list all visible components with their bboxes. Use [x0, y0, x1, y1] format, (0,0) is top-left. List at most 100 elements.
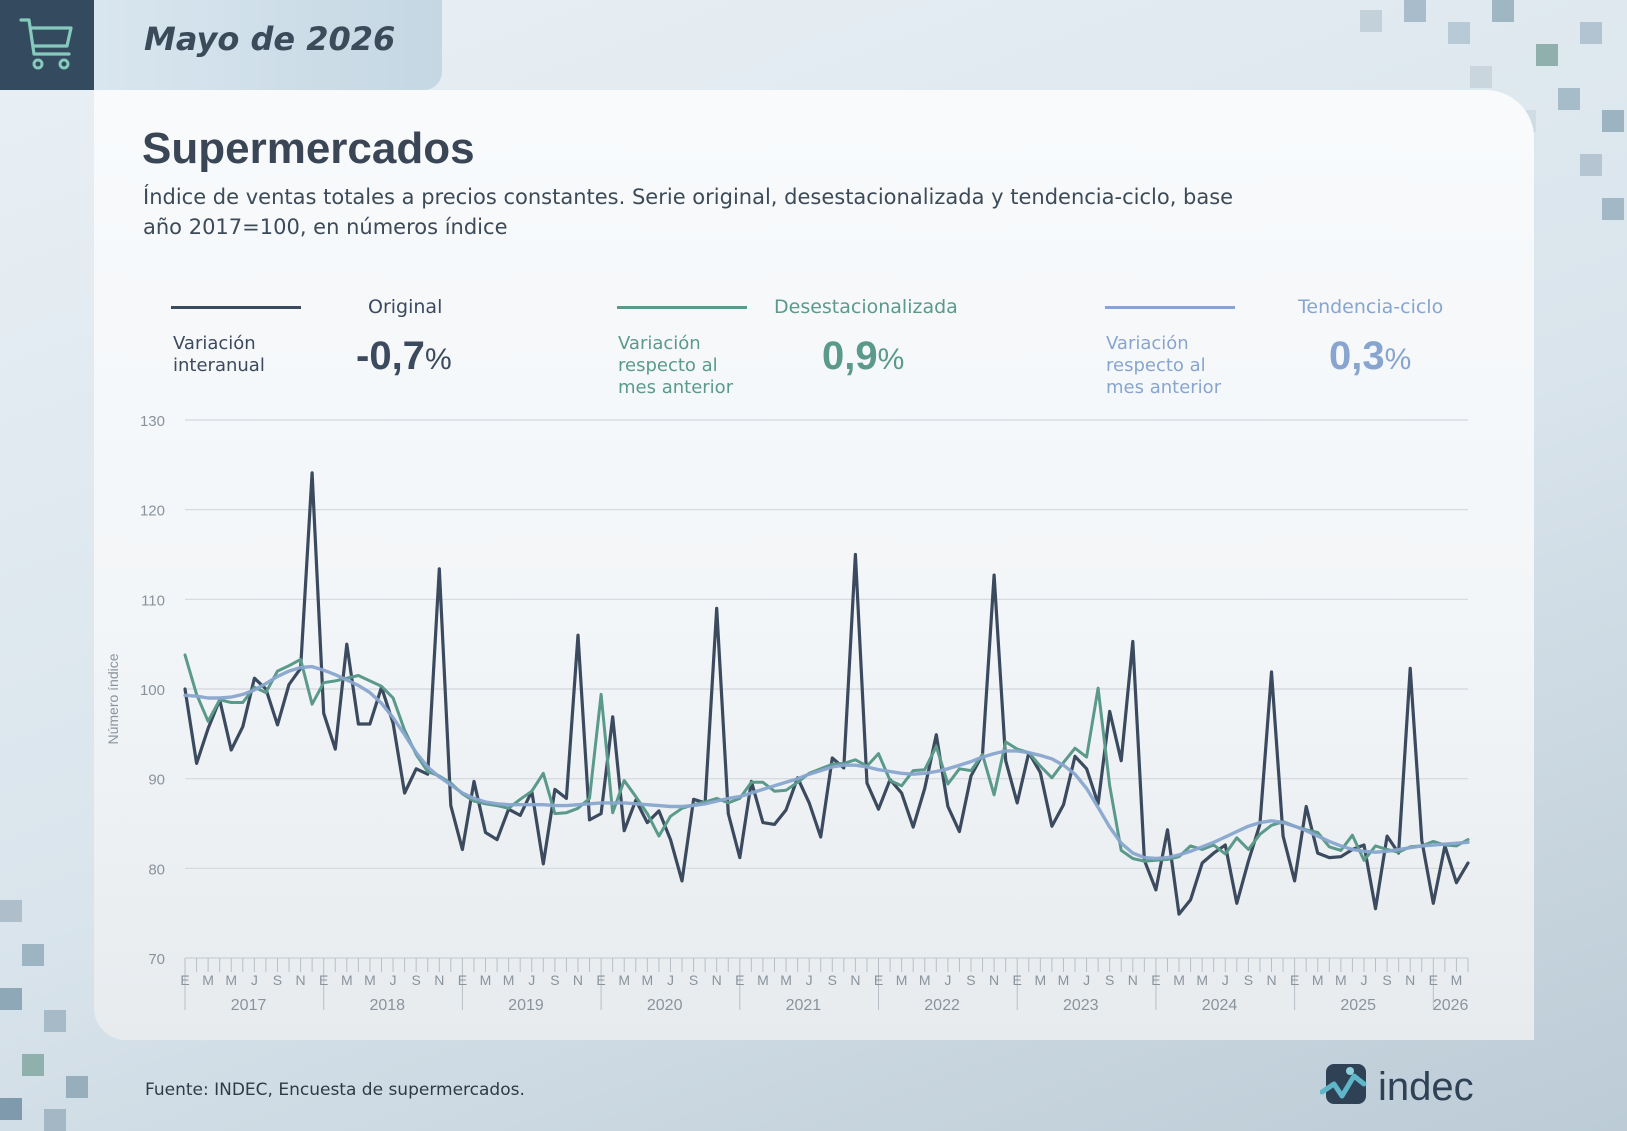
legend-name-trend: Tendencia-ciclo [1298, 296, 1444, 318]
x-month-label: M [1034, 972, 1046, 988]
x-month-label: M [202, 972, 214, 988]
x-month-label: J [667, 972, 674, 988]
pixel-mosaic-bottom-left [0, 880, 120, 1131]
x-year-label-2023: 2023 [1063, 997, 1099, 1014]
indec-logo-icon [1319, 1062, 1370, 1112]
x-month-label: N [434, 972, 444, 988]
x-month-label: N [1405, 972, 1415, 988]
x-month-label: E [1151, 972, 1160, 988]
y-tick-label-130: 130 [140, 413, 165, 430]
y-tick-label-80: 80 [148, 861, 165, 878]
indec-logo: indec [1319, 1062, 1474, 1112]
x-month-label: M [1173, 972, 1185, 988]
x-month-label: M [896, 972, 908, 988]
x-month-label: M [225, 972, 237, 988]
legend-value-original: -0,7% [356, 334, 452, 378]
x-month-label: J [1360, 972, 1367, 988]
x-month-label: M [1196, 972, 1208, 988]
x-month-label: J [1083, 972, 1090, 988]
x-month-label: N [850, 972, 860, 988]
x-year-label-2025: 2025 [1340, 997, 1376, 1014]
x-month-label: E [735, 972, 744, 988]
legend-value-trend: 0,3% [1329, 334, 1412, 378]
legend-line-sa [617, 306, 747, 309]
x-month-label: E [180, 972, 189, 988]
y-tick-label-110: 110 [141, 592, 165, 609]
x-month-label: N [296, 972, 306, 988]
x-month-label: J [390, 972, 397, 988]
x-month-label: M [1451, 972, 1463, 988]
legend-line-original [171, 306, 301, 309]
chart-title: Supermercados [142, 124, 475, 173]
series-line-original [183, 471, 1470, 916]
x-month-label: N [712, 972, 722, 988]
x-year-label-2018: 2018 [369, 997, 405, 1014]
x-year-label-2019: 2019 [508, 997, 544, 1014]
x-month-label: J [528, 972, 535, 988]
x-month-label: E [1290, 972, 1299, 988]
x-month-label: M [1312, 972, 1324, 988]
x-month-label: E [596, 972, 605, 988]
legend-name-original: Original [368, 296, 443, 318]
shopping-cart-icon [17, 14, 77, 76]
x-month-label: M [780, 972, 792, 988]
x-month-label: E [874, 972, 883, 988]
y-tick-label-100: 100 [140, 682, 165, 699]
x-month-label: N [989, 972, 999, 988]
x-month-label: M [341, 972, 353, 988]
x-month-label: E [458, 972, 467, 988]
x-month-label: N [1266, 972, 1276, 988]
period-label: Mayo de 2026 [144, 20, 396, 58]
x-month-label: M [503, 972, 515, 988]
period-tab: Mayo de 2026 [94, 0, 442, 90]
legend-name-sa: Desestacionalizada [774, 296, 958, 318]
x-month-label: S [273, 972, 282, 988]
series-line-tendencia-ciclo [183, 664, 1470, 861]
x-year-label-2022: 2022 [924, 997, 960, 1014]
chart-subtitle: Índice de ventas totales a precios const… [143, 185, 1234, 239]
x-month-label: M [480, 972, 492, 988]
x-month-label: M [1335, 972, 1347, 988]
x-month-label: S [828, 972, 837, 988]
x-year-label-2024: 2024 [1202, 997, 1238, 1014]
x-month-label: M [642, 972, 654, 988]
legend-desc-original: Variación interanual [173, 333, 265, 376]
x-month-label: M [919, 972, 931, 988]
x-month-label: S [550, 972, 559, 988]
x-month-label: J [806, 972, 813, 988]
legend-desc-sa: Variación respecto al mes anterior [618, 333, 734, 398]
source-note: Fuente: INDEC, Encuesta de supermercados… [145, 1080, 525, 1100]
x-month-label: N [573, 972, 583, 988]
x-month-label: S [689, 972, 698, 988]
x-month-label: E [319, 972, 328, 988]
x-year-label-2020: 2020 [647, 997, 683, 1014]
x-month-label: E [1013, 972, 1022, 988]
x-month-label: J [1222, 972, 1229, 988]
x-month-label: M [757, 972, 769, 988]
series-line-desestacionalizada [183, 653, 1470, 863]
legend-value-sa: 0,9% [822, 334, 905, 378]
legend-line-trend [1105, 306, 1235, 309]
x-month-label: S [1105, 972, 1114, 988]
x-month-label: J [944, 972, 951, 988]
x-month-label: S [1382, 972, 1391, 988]
x-year-label-2017: 2017 [231, 997, 267, 1014]
x-year-label-2021: 2021 [786, 997, 822, 1014]
indec-logo-text: indec [1378, 1064, 1474, 1109]
y-axis-label: Número índice [105, 653, 121, 744]
y-tick-label-90: 90 [148, 772, 165, 789]
pixel-mosaic-top-right [1340, 0, 1627, 240]
x-month-label: J [251, 972, 258, 988]
x-month-label: S [1244, 972, 1253, 988]
legend-desc-trend: Variación respecto al mes anterior [1106, 333, 1222, 398]
x-month-label: M [1058, 972, 1070, 988]
x-month-label: E [1429, 972, 1438, 988]
x-month-label: N [1128, 972, 1138, 988]
x-month-label: M [364, 972, 376, 988]
x-month-label: S [411, 972, 420, 988]
cart-icon-box [0, 0, 94, 90]
x-year-label-2026: 2026 [1433, 997, 1469, 1014]
y-tick-label-70: 70 [148, 951, 165, 968]
y-tick-label-120: 120 [140, 503, 165, 520]
